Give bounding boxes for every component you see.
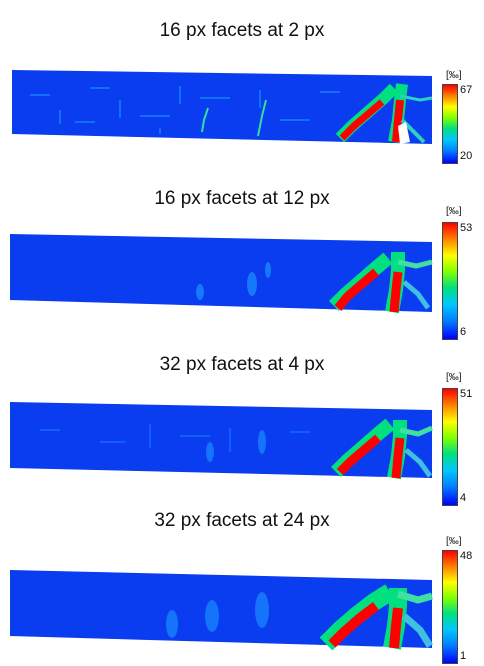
colorbar-max-label: 67 — [460, 84, 473, 96]
colorbar-min-label: 1 — [460, 650, 467, 662]
colorbar-min-label: 20 — [460, 150, 473, 162]
strain-field-map — [10, 402, 433, 480]
colorbar-max-label: 53 — [460, 222, 473, 234]
colorbar — [442, 388, 458, 506]
strain-field-map — [10, 234, 433, 314]
colorbar — [442, 550, 458, 664]
colorbar-unit: [‰] — [446, 70, 462, 81]
panel-title: 32 px facets at 24 px — [154, 510, 330, 531]
colorbar-max-label: 48 — [460, 550, 473, 562]
strain-panel-1: 16 px facets at 2 px [‰] 67 20 — [0, 0, 484, 166]
strain-field-map — [10, 570, 433, 651]
panel-title: 16 px facets at 12 px — [154, 188, 330, 209]
strain-panel-2: 16 px facets at 12 px [‰] 53 6 — [0, 166, 484, 340]
colorbar-max-label: 51 — [460, 388, 473, 400]
panel-title: 32 px facets at 4 px — [159, 354, 325, 375]
panel-title: 16 px facets at 2 px — [159, 20, 325, 41]
colorbar-min-label: 4 — [460, 492, 467, 504]
strain-panel-4: 32 px facets at 24 px [‰] 48 1 — [0, 498, 484, 666]
colorbar — [442, 222, 458, 340]
colorbar-unit: [‰] — [446, 206, 462, 217]
colorbar-min-label: 6 — [460, 326, 467, 338]
strain-panel-3: 32 px facets at 4 px [‰] 51 4 — [0, 332, 484, 506]
colorbar-unit: [‰] — [446, 372, 462, 383]
strain-field-map — [12, 70, 433, 144]
colorbar — [442, 84, 458, 164]
colorbar-unit: [‰] — [446, 536, 462, 547]
